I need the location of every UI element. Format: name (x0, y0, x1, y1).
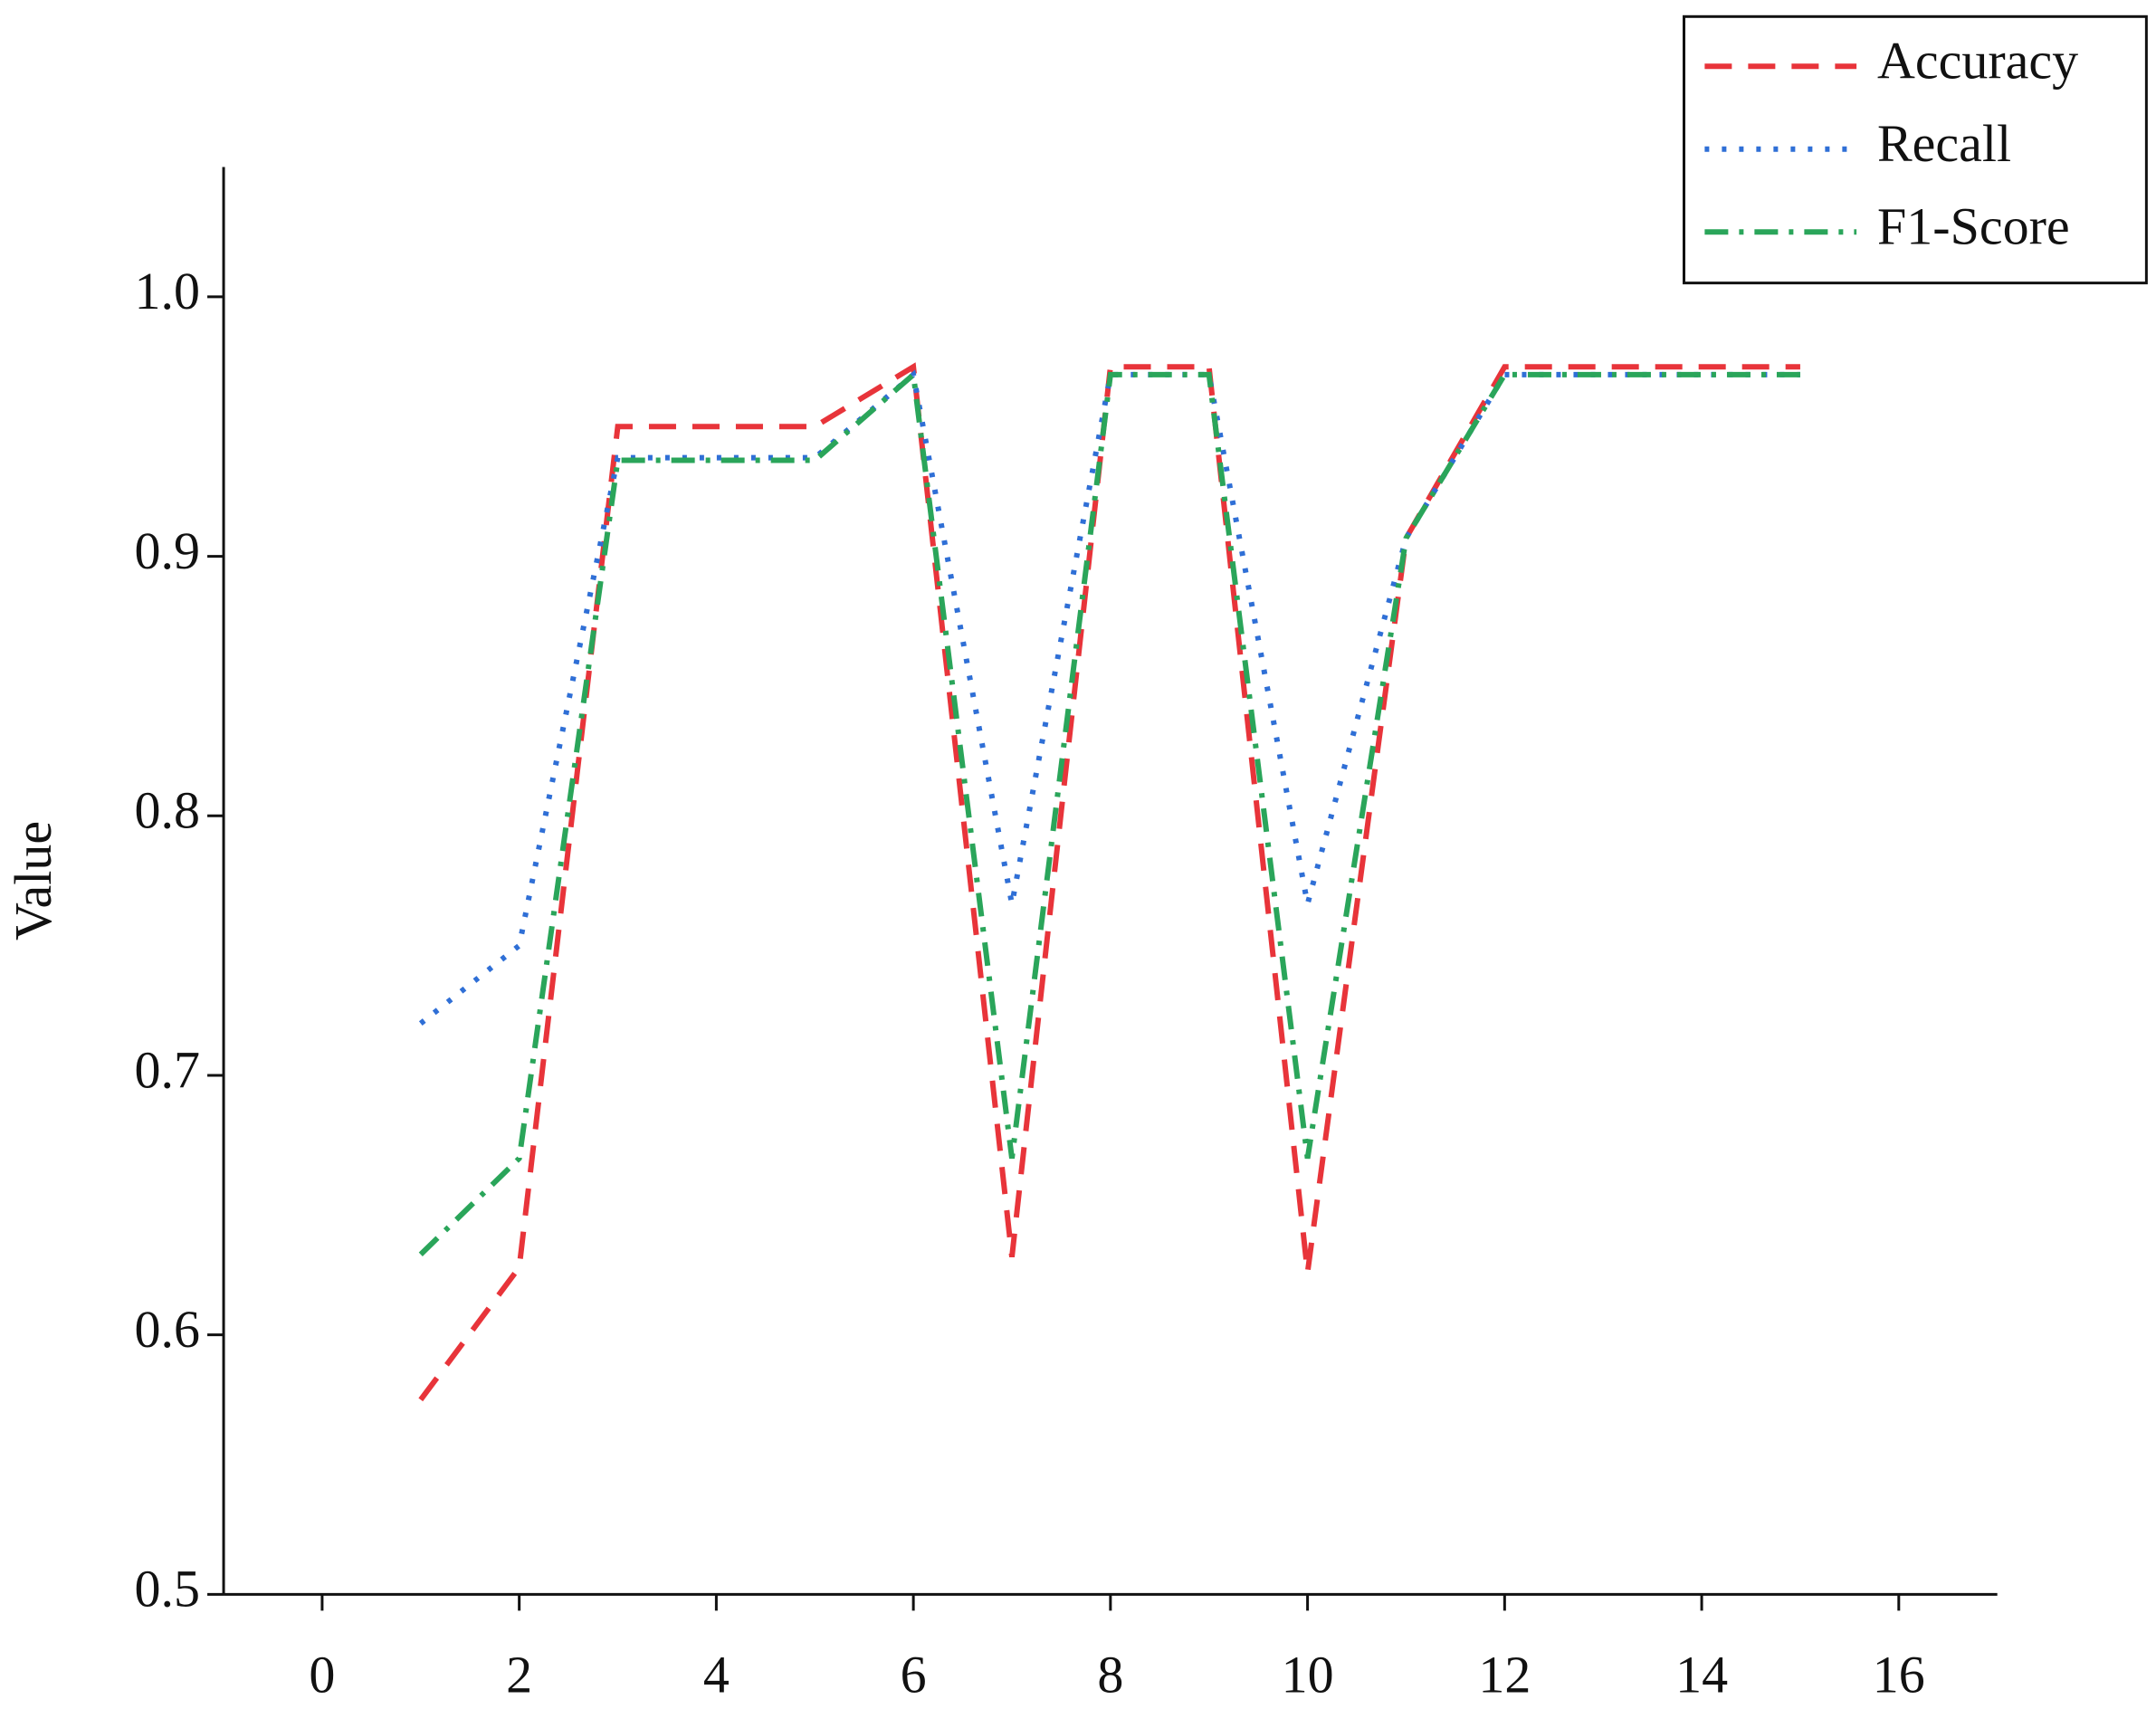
series-line (418, 362, 1800, 1402)
x-tick-label: 6 (901, 1646, 927, 1704)
x-tick-label: 0 (309, 1646, 335, 1704)
legend-label: Recall (1877, 114, 2011, 173)
x-tick-label: 12 (1478, 1646, 1531, 1704)
legend-label: F1-Score (1877, 197, 2070, 256)
y-tick-label: 0.6 (135, 1300, 201, 1359)
legend-label: Accuracy (1877, 32, 2078, 91)
y-axis-label: Value (4, 821, 62, 940)
y-tick-label: 0.8 (135, 781, 201, 840)
y-tick-label: 0.5 (135, 1560, 201, 1618)
x-tick-label: 14 (1675, 1646, 1728, 1704)
y-tick-label: 0.7 (135, 1040, 201, 1099)
series-line (418, 368, 1800, 1256)
x-tick-label: 16 (1873, 1646, 1925, 1704)
x-tick-label: 8 (1097, 1646, 1123, 1704)
x-tick-label: 2 (506, 1646, 532, 1704)
y-tick-label: 1.0 (135, 262, 201, 320)
y-tick-label: 0.9 (135, 521, 201, 580)
x-tick-label: 4 (703, 1646, 730, 1704)
legend-box (1683, 14, 2148, 285)
series-line (418, 369, 1800, 1026)
x-tick-label: 10 (1282, 1646, 1334, 1704)
